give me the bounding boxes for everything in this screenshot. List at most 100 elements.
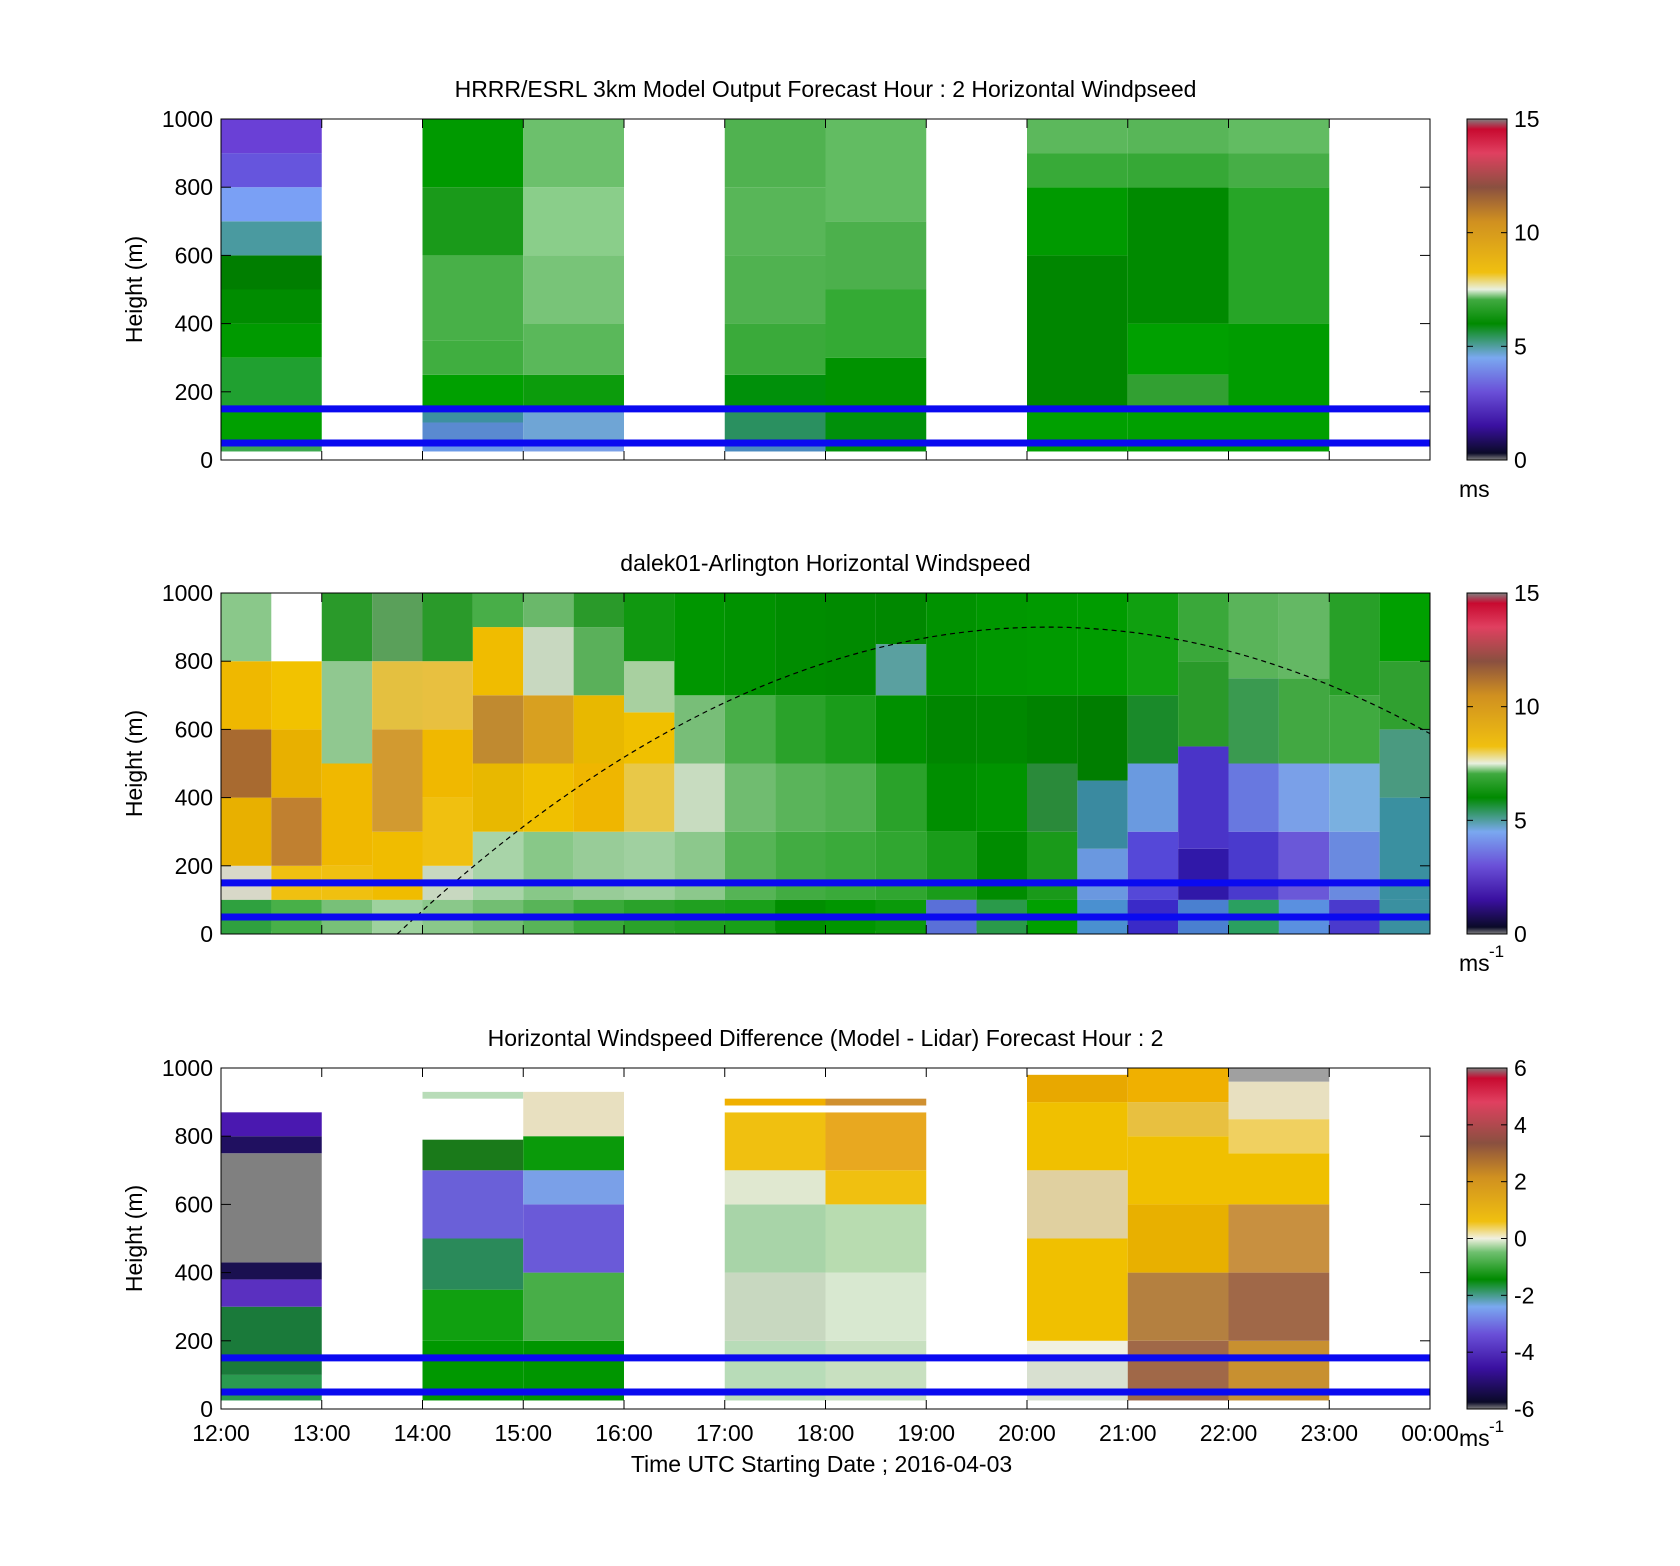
heatmap-cell [372, 831, 423, 900]
heatmap-cell [1278, 593, 1330, 679]
heatmap-cell [724, 1272, 826, 1341]
heatmap-cell [1329, 695, 1380, 764]
heatmap-cell [825, 831, 876, 900]
y-tick-label: 800 [175, 648, 213, 674]
heatmap-cell [422, 255, 524, 341]
heatmap-cell [875, 593, 927, 645]
heatmap-column [724, 119, 826, 452]
heatmap-cell [1329, 593, 1380, 696]
x-tick-label: 23:00 [1300, 1420, 1358, 1446]
heatmap-cell [221, 221, 322, 256]
heatmap-cell [221, 1306, 322, 1375]
heatmap-cell [523, 1170, 624, 1205]
colorbar-unit-exponent: -1 [1489, 1417, 1504, 1436]
heatmap-cell [523, 374, 624, 409]
x-tick-label: 18:00 [797, 1420, 855, 1446]
heatmap-column [1127, 593, 1179, 934]
heatmap-column [523, 1091, 624, 1401]
heatmap-cell [1228, 153, 1330, 188]
x-tick-label: 17:00 [696, 1420, 754, 1446]
heatmap-cell [523, 408, 624, 440]
heatmap-cell [523, 119, 624, 188]
heatmap-cell [221, 357, 322, 409]
heatmap-column [1027, 1074, 1128, 1401]
heatmap-cell [271, 797, 322, 866]
y-tick-label: 1000 [162, 580, 213, 606]
heatmap-cell [1228, 763, 1279, 832]
heatmap-cell [221, 153, 322, 188]
heatmap-cell [221, 255, 322, 290]
heatmap-cell [472, 593, 524, 628]
colorbar: 0 5 10 15 ms [1459, 106, 1540, 502]
heatmap-cell [1127, 1136, 1229, 1205]
heatmap-column [221, 593, 272, 934]
heatmap-cell [1178, 661, 1229, 747]
heatmap-cell [523, 1136, 624, 1171]
heatmap-cell [624, 593, 675, 662]
heatmap-cell [825, 1112, 927, 1171]
heatmap-cell [724, 763, 776, 832]
x-tick-label: 19:00 [897, 1420, 955, 1446]
heatmap-cell [825, 119, 927, 222]
heatmap-cell [1077, 695, 1128, 781]
heatmap-cell [523, 763, 574, 832]
heatmap-cell [523, 1091, 624, 1137]
colorbar-tick-label: 0 [1514, 447, 1527, 473]
y-tick-label: 0 [200, 1396, 213, 1422]
heatmap-column [1228, 119, 1330, 452]
colorbar-tick-label: 2 [1514, 1169, 1527, 1195]
heatmap-cell [1027, 153, 1128, 188]
heatmap-cell [825, 1204, 927, 1273]
heatmap-cell [825, 1105, 927, 1113]
heatmap-column [422, 1091, 524, 1401]
heatmap-cell [1027, 1102, 1128, 1171]
heatmap-cell [221, 1262, 322, 1280]
heatmap-cell [523, 187, 624, 256]
heatmap-cell [221, 729, 272, 798]
heatmap-cell [472, 763, 524, 832]
heatmap-cell [221, 1112, 322, 1137]
heatmap-cell [674, 593, 725, 696]
heatmap-cell [976, 695, 1027, 764]
heatmap-cell [573, 695, 624, 764]
heatmap-cell [724, 593, 776, 696]
heatmap-column [422, 119, 524, 452]
heatmap-cell [422, 593, 473, 662]
y-tick-label: 0 [200, 921, 213, 947]
heatmap-cell [775, 593, 826, 696]
heatmap-column [221, 119, 322, 452]
colorbar-tick-label: -6 [1514, 1396, 1534, 1422]
heatmap-cell [724, 1204, 826, 1273]
colorbar-tick-label: 10 [1514, 220, 1540, 246]
heatmap-cell [875, 644, 927, 696]
heatmap-cell [1027, 695, 1078, 764]
heatmap-cell [221, 408, 322, 443]
heatmap-cell [321, 661, 373, 764]
heatmap-cell [221, 442, 322, 452]
heatmap-cell [523, 695, 574, 764]
heatmap-cell [724, 831, 776, 900]
heatmap-cell [724, 1105, 826, 1113]
heatmap-column [1228, 1068, 1330, 1401]
heatmap-cell [1027, 255, 1128, 409]
colorbar-tick-label: 6 [1514, 1055, 1527, 1081]
y-tick-label: 400 [175, 785, 213, 811]
heatmap-cell [825, 1272, 927, 1341]
y-axis-label: Height (m) [121, 710, 147, 817]
x-tick-label: 21:00 [1099, 1420, 1157, 1446]
heatmap-cell [1127, 763, 1179, 832]
heatmap-cell [1127, 323, 1229, 375]
heatmap-cell [724, 255, 826, 324]
heatmap-cell [422, 1238, 524, 1290]
heatmap-cell [1077, 780, 1128, 849]
heatmap-cell [221, 289, 322, 324]
heatmap-cell [1329, 831, 1380, 900]
heatmap-cell [1228, 187, 1330, 324]
heatmap-cell [422, 187, 524, 256]
colorbar-unit: ms [1459, 950, 1490, 976]
heatmap-cell [1178, 848, 1229, 900]
x-tick-label: 16:00 [595, 1420, 653, 1446]
heatmap-cell [1127, 187, 1229, 324]
heatmap-cell [422, 729, 473, 798]
